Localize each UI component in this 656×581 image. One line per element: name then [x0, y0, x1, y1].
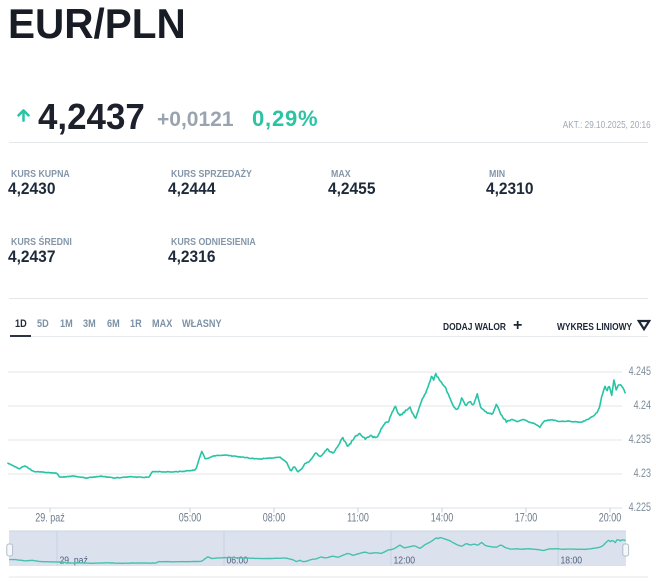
svg-text:4.235: 4.235 [629, 434, 652, 446]
svg-text:4.23: 4.23 [634, 468, 652, 480]
svg-text:17:00: 17:00 [515, 512, 538, 524]
svg-text:4.225: 4.225 [629, 502, 652, 514]
svg-text:08:00: 08:00 [263, 512, 286, 524]
svg-text:20:00: 20:00 [599, 512, 622, 524]
svg-text:14:00: 14:00 [431, 512, 454, 524]
svg-text:11:00: 11:00 [347, 512, 369, 524]
svg-text:06:00: 06:00 [227, 555, 249, 566]
svg-text:12:00: 12:00 [394, 555, 416, 566]
svg-text:18:00: 18:00 [561, 555, 583, 566]
svg-text:4.245: 4.245 [629, 366, 652, 378]
svg-text:29. paź: 29. paź [35, 512, 64, 524]
svg-text:29. paź: 29. paź [60, 555, 89, 566]
svg-text:4.24: 4.24 [634, 400, 652, 412]
svg-text:05:00: 05:00 [179, 512, 202, 524]
